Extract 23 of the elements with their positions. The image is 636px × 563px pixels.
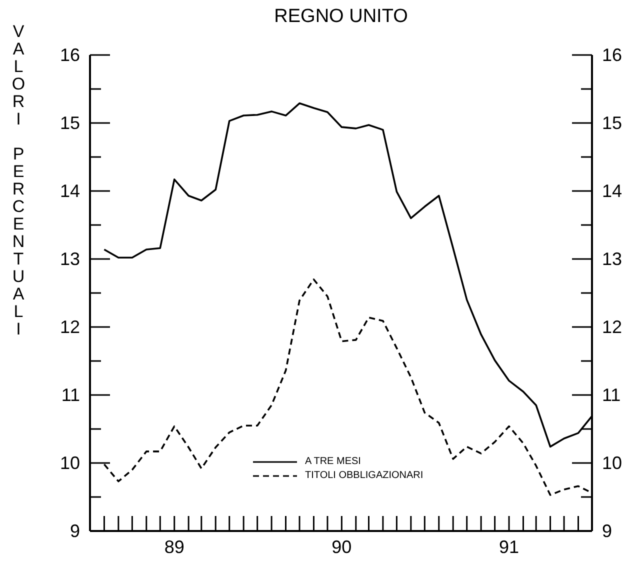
y2-tick-label: 12 [602,317,622,337]
y-tick-label: 10 [60,453,80,473]
legend-label: TITOLI OBBLIGAZIONARI [305,469,424,483]
y-tick-label: 15 [60,113,80,133]
y-tick-label: 9 [70,521,80,541]
y-tick-label: 12 [60,317,80,337]
chart-title: REGNO UNITO [273,6,409,28]
y-tick-label: 11 [61,385,80,405]
y2-tick-label: 9 [602,521,612,541]
y-tick-label: 14 [60,181,80,201]
y2-tick-label: 11 [602,385,621,405]
y-tick-label: 13 [60,249,80,269]
y2-tick-label: 16 [602,45,622,65]
y2-tick-label: 14 [602,181,622,201]
y2-tick-label: 13 [602,249,622,269]
y2-tick-label: 10 [602,453,622,473]
legend-label: A TRE MESI [305,455,361,469]
x-tick-label: 91 [499,537,520,557]
y2-tick-label: 15 [602,113,622,133]
y-axis-title: VALORI PERCENTUALI [8,22,28,339]
y-tick-label: 16 [60,45,80,65]
x-tick-label: 90 [332,537,352,557]
x-tick-label: 89 [164,537,184,557]
